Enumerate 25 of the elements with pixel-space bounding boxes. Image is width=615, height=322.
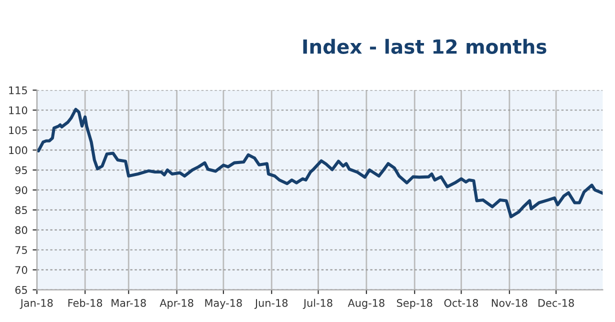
y-tick-label: 65 — [15, 286, 27, 294]
y-tick-label: 85 — [15, 206, 27, 214]
y-tick-label: 115 — [9, 86, 27, 94]
x-tick-label: Feb-18 — [68, 298, 102, 307]
y-tick-label: 100 — [9, 146, 28, 154]
y-tick-label: 90 — [15, 186, 28, 194]
x-tick-label: Oct-18 — [444, 299, 478, 307]
x-tick-label: Sep-18 — [396, 299, 432, 309]
x-tick-label: Jun-18 — [254, 299, 288, 309]
y-tick-label: 75 — [15, 246, 27, 254]
y-tick-label: 110 — [9, 106, 28, 114]
x-tick-label: Jul-18 — [302, 298, 332, 309]
y-tick-label: 105 — [9, 126, 27, 134]
line-series — [36, 108, 603, 218]
x-tick-label: Mar-18 — [112, 299, 146, 307]
y-tick-label: 95 — [15, 166, 27, 174]
x-tick-label: Dec-18 — [538, 299, 574, 307]
x-tick-label: Nov-18 — [492, 299, 528, 307]
x-tick-label: Jan-18 — [20, 299, 53, 309]
y-tick-label: 80 — [15, 226, 28, 234]
x-tick-label: Aug-18 — [348, 299, 384, 309]
x-tick-label: May-18 — [205, 299, 242, 309]
y-tick-label: 70 — [15, 266, 28, 274]
chart-title: Index - last 12 months — [303, 38, 546, 54]
x-tick-label: Apr-18 — [160, 299, 194, 309]
